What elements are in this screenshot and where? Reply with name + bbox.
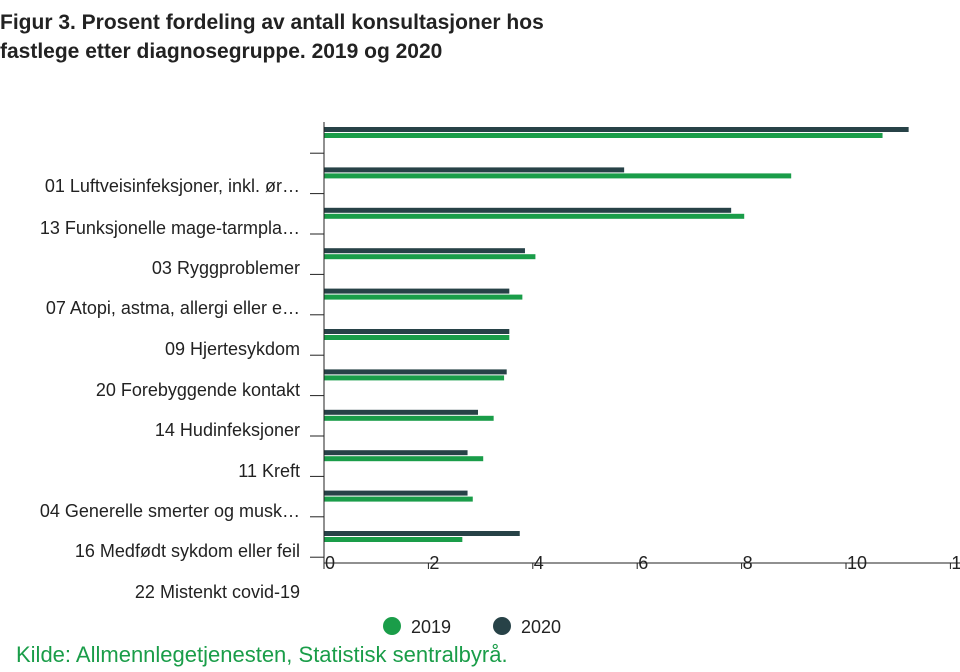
category-label-8: 14 Hudinfeksjoner	[155, 420, 300, 440]
source-note: Kilde: Allmennlegetjenesten, Statistisk …	[16, 642, 508, 667]
bar-2019-6	[324, 375, 505, 381]
bar-2019-10	[324, 537, 463, 542]
bar-2020-9	[324, 490, 468, 496]
category-labels: 01 Luftveisinfeksjoner, inkl. ør… 13 Funk…	[40, 176, 300, 602]
legend-label-2020: 2020	[521, 617, 561, 637]
category-label-6: 09 Hjertesykdom	[165, 339, 300, 359]
x-tick-label-2: 2	[429, 553, 439, 573]
bar-2020-6	[324, 369, 507, 375]
bar-2020-8	[324, 450, 468, 456]
legend-swatch-2019	[383, 617, 401, 635]
bar-2019-0	[324, 133, 883, 138]
bar-2020-5	[324, 329, 510, 334]
category-label-5: 07 Atopi, astma, allergi eller e…	[46, 298, 300, 318]
bar-2019-9	[324, 496, 473, 502]
bar-2020-10	[324, 531, 520, 536]
legend: 2019 2020	[383, 617, 561, 637]
bars-group	[324, 127, 909, 542]
bar-2019-2	[324, 213, 745, 219]
bar-2019-3	[324, 254, 536, 260]
category-label-9: 11 Kreft	[238, 461, 300, 481]
chart-title-line-2: fastlege etter diagnosegruppe. 2019 og 2…	[0, 40, 443, 63]
x-axis: 0 2 4 6 8 10 12	[310, 122, 960, 573]
x-tick-label-12: 12	[951, 553, 960, 573]
category-label-3: 13 Funksjonelle mage-tarmpla…	[40, 218, 300, 238]
category-label-11: 16 Medfødt sykdom eller feil	[75, 541, 300, 561]
category-label-2: 01 Luftveisinfeksjoner, inkl. ør…	[45, 176, 300, 196]
category-label-10: 04 Generelle smerter og musk…	[40, 501, 300, 521]
bar-2019-8	[324, 456, 484, 462]
chart-title-line-1: Figur 3. Prosent fordeling av antall kon…	[0, 11, 544, 34]
bar-2020-0	[324, 127, 909, 132]
legend-label-2019: 2019	[411, 617, 451, 637]
category-label-4: 03 Ryggproblemer	[152, 258, 300, 278]
bar-2020-4	[324, 288, 510, 294]
x-tick-label-6: 6	[638, 553, 648, 573]
bar-2019-7	[324, 415, 494, 421]
bar-2020-1	[324, 167, 625, 173]
bar-2020-7	[324, 409, 478, 415]
x-tick-label-8: 8	[743, 553, 753, 573]
legend-swatch-2020	[493, 617, 511, 635]
chart-title: Figur 3. Prosent fordeling av antall kon…	[0, 8, 700, 66]
bar-2020-3	[324, 248, 525, 254]
bar-2020-2	[324, 207, 732, 213]
x-tick-label-4: 4	[534, 553, 544, 573]
bar-2019-5	[324, 335, 510, 340]
x-tick-label-0: 0	[325, 553, 335, 573]
category-label-7: 20 Forebyggende kontakt	[96, 380, 300, 400]
bar-2019-1	[324, 173, 792, 179]
category-label-12: 22 Mistenkt covid-19	[135, 582, 300, 602]
x-tick-label-10: 10	[847, 553, 867, 573]
bar-2019-4	[324, 294, 523, 300]
